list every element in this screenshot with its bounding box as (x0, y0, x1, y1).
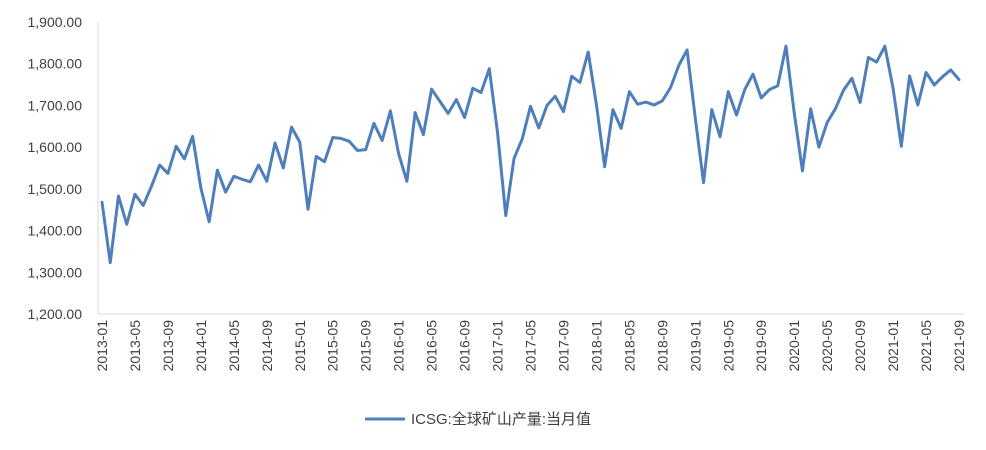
x-tick-label: 2017-01 (490, 320, 506, 372)
y-axis-ticks: 1,200.00 1,300.00 1,400.00 1,500.00 1,600.00… (28, 14, 83, 322)
x-tick-label: 2014-09 (259, 320, 275, 372)
x-tick-label: 2019-01 (687, 320, 703, 372)
y-tick-label: 1,800.00 (28, 56, 83, 72)
legend-label: ICSG:全球矿山产量:当月值 (411, 410, 591, 428)
x-tick-label: 2018-09 (654, 320, 670, 372)
x-tick-label: 2018-05 (621, 320, 637, 372)
x-tick-label: 2018-01 (588, 320, 604, 372)
y-tick-label: 1,600.00 (28, 139, 83, 155)
x-tick-label: 2021-05 (918, 320, 934, 372)
x-tick-label: 2013-01 (94, 320, 110, 372)
x-tick-label: 2016-05 (424, 320, 440, 372)
x-tick-label: 2020-09 (852, 320, 868, 372)
y-tick-label: 1,200.00 (28, 306, 83, 322)
x-tick-label: 2013-05 (127, 320, 143, 372)
y-tick-label: 1,400.00 (28, 223, 83, 239)
x-tick-label: 2019-05 (720, 320, 736, 372)
y-tick-label: 1,300.00 (28, 264, 83, 280)
x-tick-label: 2016-01 (391, 320, 407, 372)
x-tick-label: 2013-09 (160, 320, 176, 372)
series-line-mine-production (100, 44, 961, 265)
x-tick-label: 2016-09 (457, 320, 473, 372)
x-tick-label: 2014-01 (193, 320, 209, 372)
x-tick-label: 2019-09 (753, 320, 769, 372)
x-tick-label: 2021-09 (951, 320, 967, 372)
y-tick-label: 1,500.00 (28, 181, 83, 197)
x-tick-label: 2015-01 (292, 320, 308, 372)
x-tick-label: 2014-05 (226, 320, 242, 372)
x-tick-label: 2015-05 (325, 320, 341, 372)
y-tick-label: 1,700.00 (28, 97, 83, 113)
x-tick-label: 2021-01 (885, 320, 901, 372)
x-tick-label: 2020-05 (819, 320, 835, 372)
y-tick-label: 1,900.00 (28, 14, 83, 30)
x-axis-ticks: 2013-01 2013-05 2013-09 2014-01 2014-05 2014-… (94, 320, 967, 372)
legend: ICSG:全球矿山产量:当月值 (365, 410, 591, 428)
x-tick-label: 2017-05 (523, 320, 539, 372)
x-tick-label: 2015-09 (358, 320, 374, 372)
x-tick-label: 2017-09 (555, 320, 571, 372)
x-tick-label: 2020-01 (786, 320, 802, 372)
